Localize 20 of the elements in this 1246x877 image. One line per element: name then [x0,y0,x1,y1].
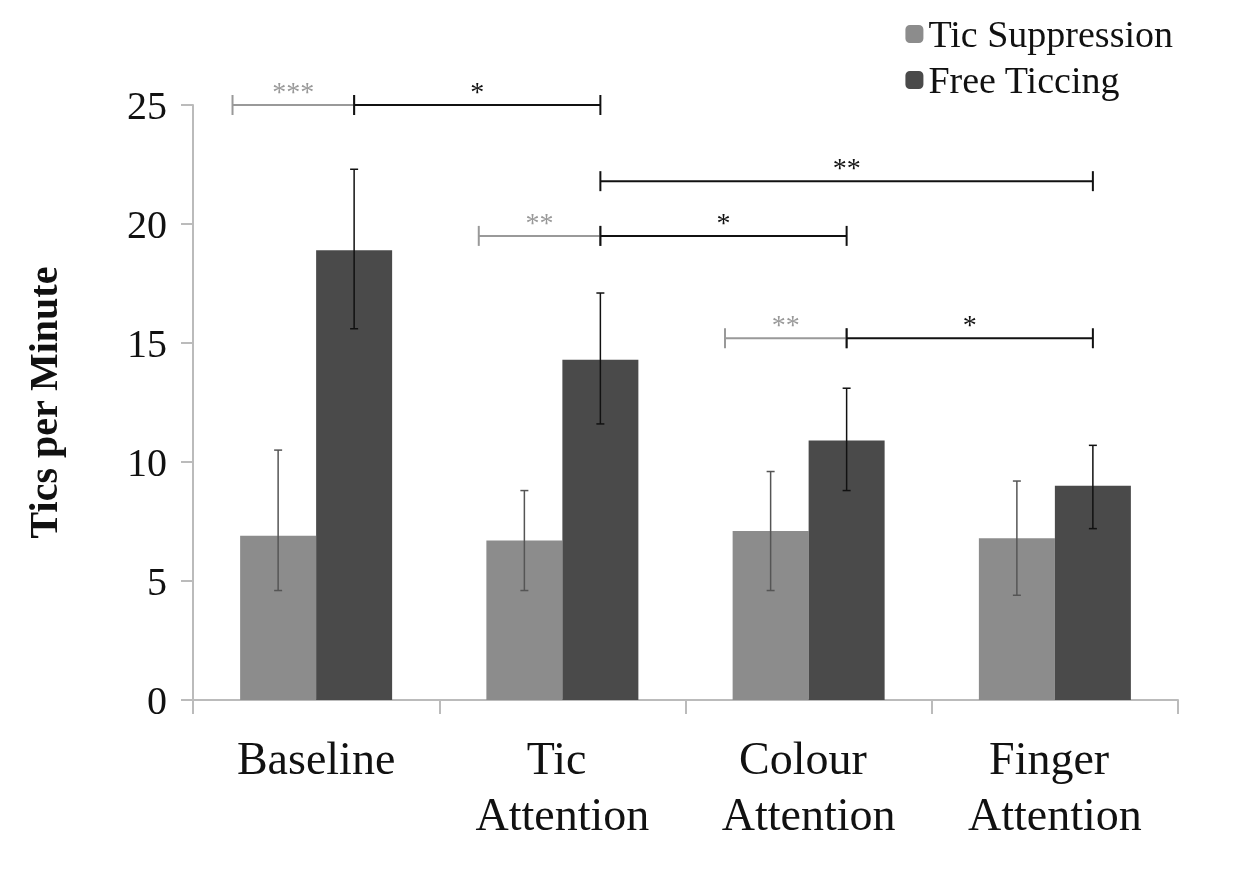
annotation: * [962,309,977,341]
annotation: * [470,76,485,107]
legend-label: Free Ticcing [928,59,1120,101]
annotation: ** [832,152,861,184]
y-tick-label: 0 [147,677,167,723]
annotation: *** [272,76,315,107]
x-tick-label: Finger Attention [967,732,1142,840]
annotation: ** [525,206,554,238]
annotation: ** [771,309,800,341]
y-tick-label: 10 [127,439,167,485]
annotation: * [716,206,731,238]
y-tick-label: 15 [127,320,167,366]
y-axis-title: Tics per Minute [20,266,66,539]
x-tick-label: Baseline [236,732,396,784]
y-tick-label: 5 [147,558,167,604]
legend-label: Tic Suppression [928,13,1174,55]
y-tick-label: 20 [127,201,167,247]
x-tick-label: Tic Attention [475,732,650,840]
y-tick-label: 25 [127,82,167,128]
x-tick-label: Colour Attention [721,732,896,840]
